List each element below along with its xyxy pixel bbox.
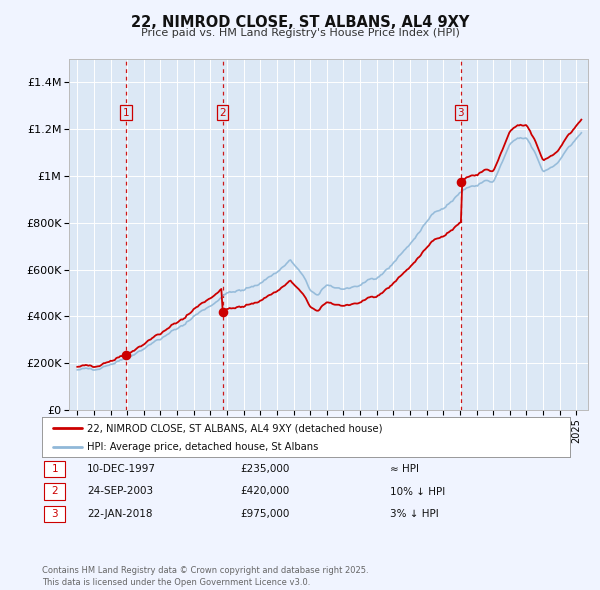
Text: 1: 1 <box>52 464 58 474</box>
Text: 22, NIMROD CLOSE, ST ALBANS, AL4 9XY: 22, NIMROD CLOSE, ST ALBANS, AL4 9XY <box>131 15 469 30</box>
Point <box>122 350 131 360</box>
Text: Price paid vs. HM Land Registry's House Price Index (HPI): Price paid vs. HM Land Registry's House … <box>140 28 460 38</box>
Text: 22, NIMROD CLOSE, ST ALBANS, AL4 9XY (detached house): 22, NIMROD CLOSE, ST ALBANS, AL4 9XY (de… <box>87 424 382 434</box>
Text: £975,000: £975,000 <box>240 509 289 519</box>
Text: 3: 3 <box>458 108 464 118</box>
Text: 3% ↓ HPI: 3% ↓ HPI <box>390 509 439 519</box>
Text: Contains HM Land Registry data © Crown copyright and database right 2025.
This d: Contains HM Land Registry data © Crown c… <box>42 566 368 587</box>
Text: 3: 3 <box>52 509 58 519</box>
Text: 10% ↓ HPI: 10% ↓ HPI <box>390 487 445 496</box>
Text: 22-JAN-2018: 22-JAN-2018 <box>87 509 152 519</box>
Text: 24-SEP-2003: 24-SEP-2003 <box>87 487 153 496</box>
Text: 2: 2 <box>219 108 226 118</box>
Text: HPI: Average price, detached house, St Albans: HPI: Average price, detached house, St A… <box>87 442 318 452</box>
Text: ≈ HPI: ≈ HPI <box>390 464 419 474</box>
Text: £235,000: £235,000 <box>240 464 289 474</box>
Text: £420,000: £420,000 <box>240 487 289 496</box>
Text: 1: 1 <box>123 108 130 118</box>
Text: 10-DEC-1997: 10-DEC-1997 <box>87 464 156 474</box>
Text: 2: 2 <box>52 487 58 496</box>
Point <box>218 307 227 316</box>
Point <box>456 177 466 186</box>
